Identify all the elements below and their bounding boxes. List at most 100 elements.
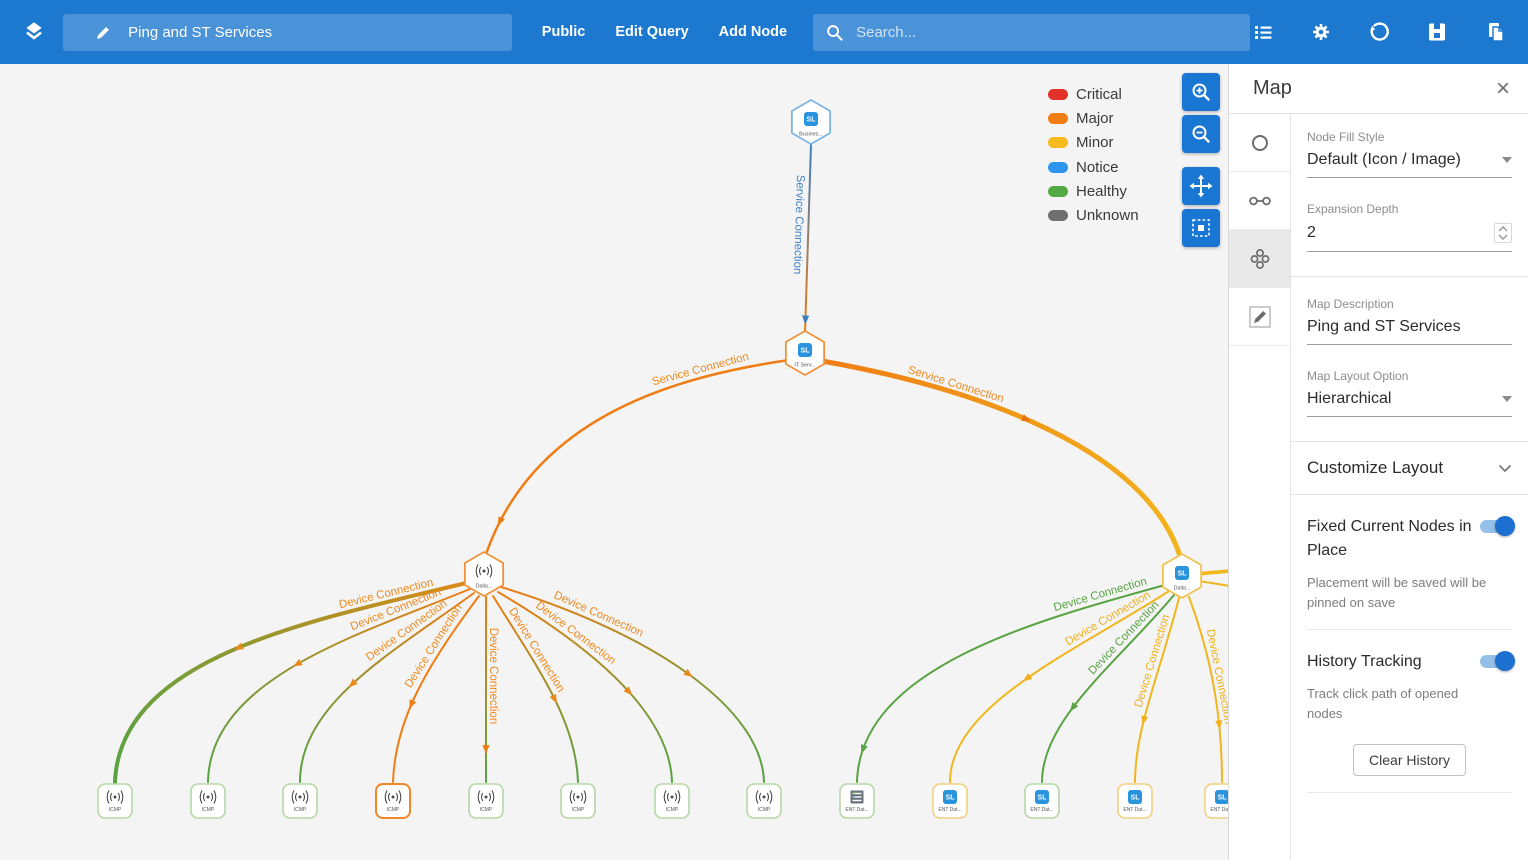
field-label: Node Fill Style xyxy=(1307,130,1385,144)
gear-icon xyxy=(1313,24,1329,40)
map-edge[interactable] xyxy=(500,586,765,783)
map-node[interactable]: SL ENT Dat... xyxy=(1024,783,1060,819)
map-node[interactable]: SL ENT Dat... xyxy=(1204,783,1228,819)
history-tracking-section: History Tracking Track click path of ope… xyxy=(1307,650,1515,793)
search-input[interactable] xyxy=(856,23,1238,41)
map-node[interactable]: ICMP xyxy=(190,783,226,819)
public-button[interactable]: Public xyxy=(541,24,586,40)
node-label: ICMP xyxy=(387,807,400,813)
search-icon xyxy=(827,24,843,41)
fixed-nodes-helper: Placement will be saved will be pinned o… xyxy=(1307,575,1487,610)
list-view-button[interactable] xyxy=(1250,19,1276,45)
copy-button[interactable] xyxy=(1482,19,1508,45)
map-node[interactable]: ENT Dat... xyxy=(839,783,875,819)
edge-label: Device Connection xyxy=(487,628,499,725)
map-title-field[interactable]: Ping and ST Services xyxy=(63,13,512,51)
node-label: ENT Dat... xyxy=(1123,807,1146,813)
map-node[interactable]: ICMP xyxy=(468,783,504,819)
pencil-boxed-icon xyxy=(1248,305,1271,328)
status-legend: Critical Major Minor Notice Healthy Unkn… xyxy=(1048,82,1139,228)
zoom-in-icon xyxy=(1192,83,1210,101)
pan-button[interactable] xyxy=(1182,167,1220,205)
tab-edge-settings[interactable] xyxy=(1229,172,1290,230)
map-node[interactable]: ICMP xyxy=(97,783,133,819)
node-label: ICMP xyxy=(480,807,493,813)
map-node[interactable]: Dalla... xyxy=(463,551,505,597)
edge-arrow-icon xyxy=(683,668,693,678)
legend-label: Notice xyxy=(1076,158,1119,176)
map-edge[interactable] xyxy=(1196,569,1228,576)
map-edge[interactable] xyxy=(492,595,579,783)
clear-history-button[interactable]: Clear History xyxy=(1353,744,1466,776)
node-label: ENT Dat... xyxy=(1210,807,1228,813)
inset-divider xyxy=(1307,629,1512,630)
map-edge[interactable] xyxy=(856,584,1166,783)
tab-edit-draw[interactable] xyxy=(1229,288,1290,346)
history-button[interactable] xyxy=(1366,19,1392,45)
legend-label: Unknown xyxy=(1076,207,1139,225)
map-node[interactable]: SL ENT Dat... xyxy=(932,783,968,819)
fit-selection-button[interactable] xyxy=(1182,209,1220,247)
list-icon xyxy=(1255,26,1272,39)
map-edge[interactable] xyxy=(1197,580,1228,588)
history-tracking-title: History Tracking xyxy=(1307,653,1422,670)
map-edge[interactable] xyxy=(1188,596,1223,783)
map-edge[interactable] xyxy=(819,358,1183,559)
map-edge[interactable] xyxy=(1134,597,1180,783)
legend-item: Unknown xyxy=(1048,203,1139,227)
map-node[interactable]: ICMP xyxy=(560,783,596,819)
map-edge[interactable] xyxy=(1041,594,1175,783)
layers-menu-button[interactable] xyxy=(20,18,47,46)
copy-pages-icon xyxy=(1489,23,1504,42)
map-node[interactable]: ICMP xyxy=(654,783,690,819)
node-label: ENT Dat... xyxy=(938,807,961,813)
node-label: Dalla... xyxy=(476,584,493,590)
tab-node-settings[interactable] xyxy=(1229,114,1290,172)
map-settings-panel: Map × xyxy=(1228,64,1528,860)
map-edge[interactable] xyxy=(484,358,791,556)
search-box[interactable] xyxy=(813,13,1250,51)
node-logo-icon xyxy=(1035,790,1049,804)
map-layout-field[interactable]: Map Layout Option Hierarchical xyxy=(1307,369,1512,417)
map-canvas[interactable]: Service Connection Service Connection Serv… xyxy=(0,64,1228,860)
edge-label: Device Connection xyxy=(1204,628,1228,725)
fixed-nodes-toggle[interactable] xyxy=(1480,516,1515,536)
edge-arrow-icon xyxy=(233,642,244,650)
edit-query-button[interactable]: Edit Query xyxy=(615,24,689,40)
edge-arrow-icon xyxy=(1069,702,1079,712)
svg-text:SL: SL xyxy=(1218,795,1228,802)
map-node[interactable]: SL ENT Dat... xyxy=(1117,783,1153,819)
node-fill-style-field[interactable]: Node Fill Style Default (Icon / Image) xyxy=(1307,130,1512,178)
node-logo-icon xyxy=(1128,790,1142,804)
toolbar-actions xyxy=(1250,19,1508,45)
tab-map-settings[interactable] xyxy=(1229,230,1290,288)
close-panel-button[interactable]: × xyxy=(1495,74,1510,102)
map-title-text: Ping and ST Services xyxy=(128,23,273,41)
dropdown-caret-icon xyxy=(1502,157,1512,163)
map-node[interactable]: SL Busines... xyxy=(790,99,832,145)
node-antenna-icon xyxy=(106,790,124,804)
map-layout-value: Hierarchical xyxy=(1307,390,1392,407)
map-node[interactable]: ICMP xyxy=(375,783,411,819)
history-tracking-toggle[interactable] xyxy=(1480,651,1515,671)
map-edge[interactable] xyxy=(392,595,480,783)
save-button[interactable] xyxy=(1424,19,1450,45)
number-stepper[interactable] xyxy=(1494,223,1512,243)
map-node[interactable]: ICMP xyxy=(282,783,318,819)
map-edge[interactable] xyxy=(497,591,673,783)
map-edge[interactable] xyxy=(299,592,475,783)
map-node[interactable]: ICMP xyxy=(746,783,782,819)
customize-layout-toggle-row[interactable]: Customize Layout xyxy=(1307,442,1512,494)
map-node[interactable]: SL IT Serv... xyxy=(784,330,826,376)
expansion-depth-field[interactable]: Expansion Depth 2 xyxy=(1307,202,1512,252)
settings-button[interactable] xyxy=(1308,19,1334,45)
zoom-out-button[interactable] xyxy=(1182,115,1220,153)
add-node-button[interactable]: Add Node xyxy=(718,24,788,40)
map-description-field[interactable]: Map Description Ping and ST Services xyxy=(1307,297,1512,345)
fixed-nodes-section: Fixed Current Nodes in Place Placement w… xyxy=(1307,515,1515,630)
node-circle-icon xyxy=(1251,134,1268,151)
map-node[interactable]: SL Dalla... xyxy=(1161,553,1203,599)
zoom-in-button[interactable] xyxy=(1182,73,1220,111)
map-edge[interactable] xyxy=(804,143,812,333)
